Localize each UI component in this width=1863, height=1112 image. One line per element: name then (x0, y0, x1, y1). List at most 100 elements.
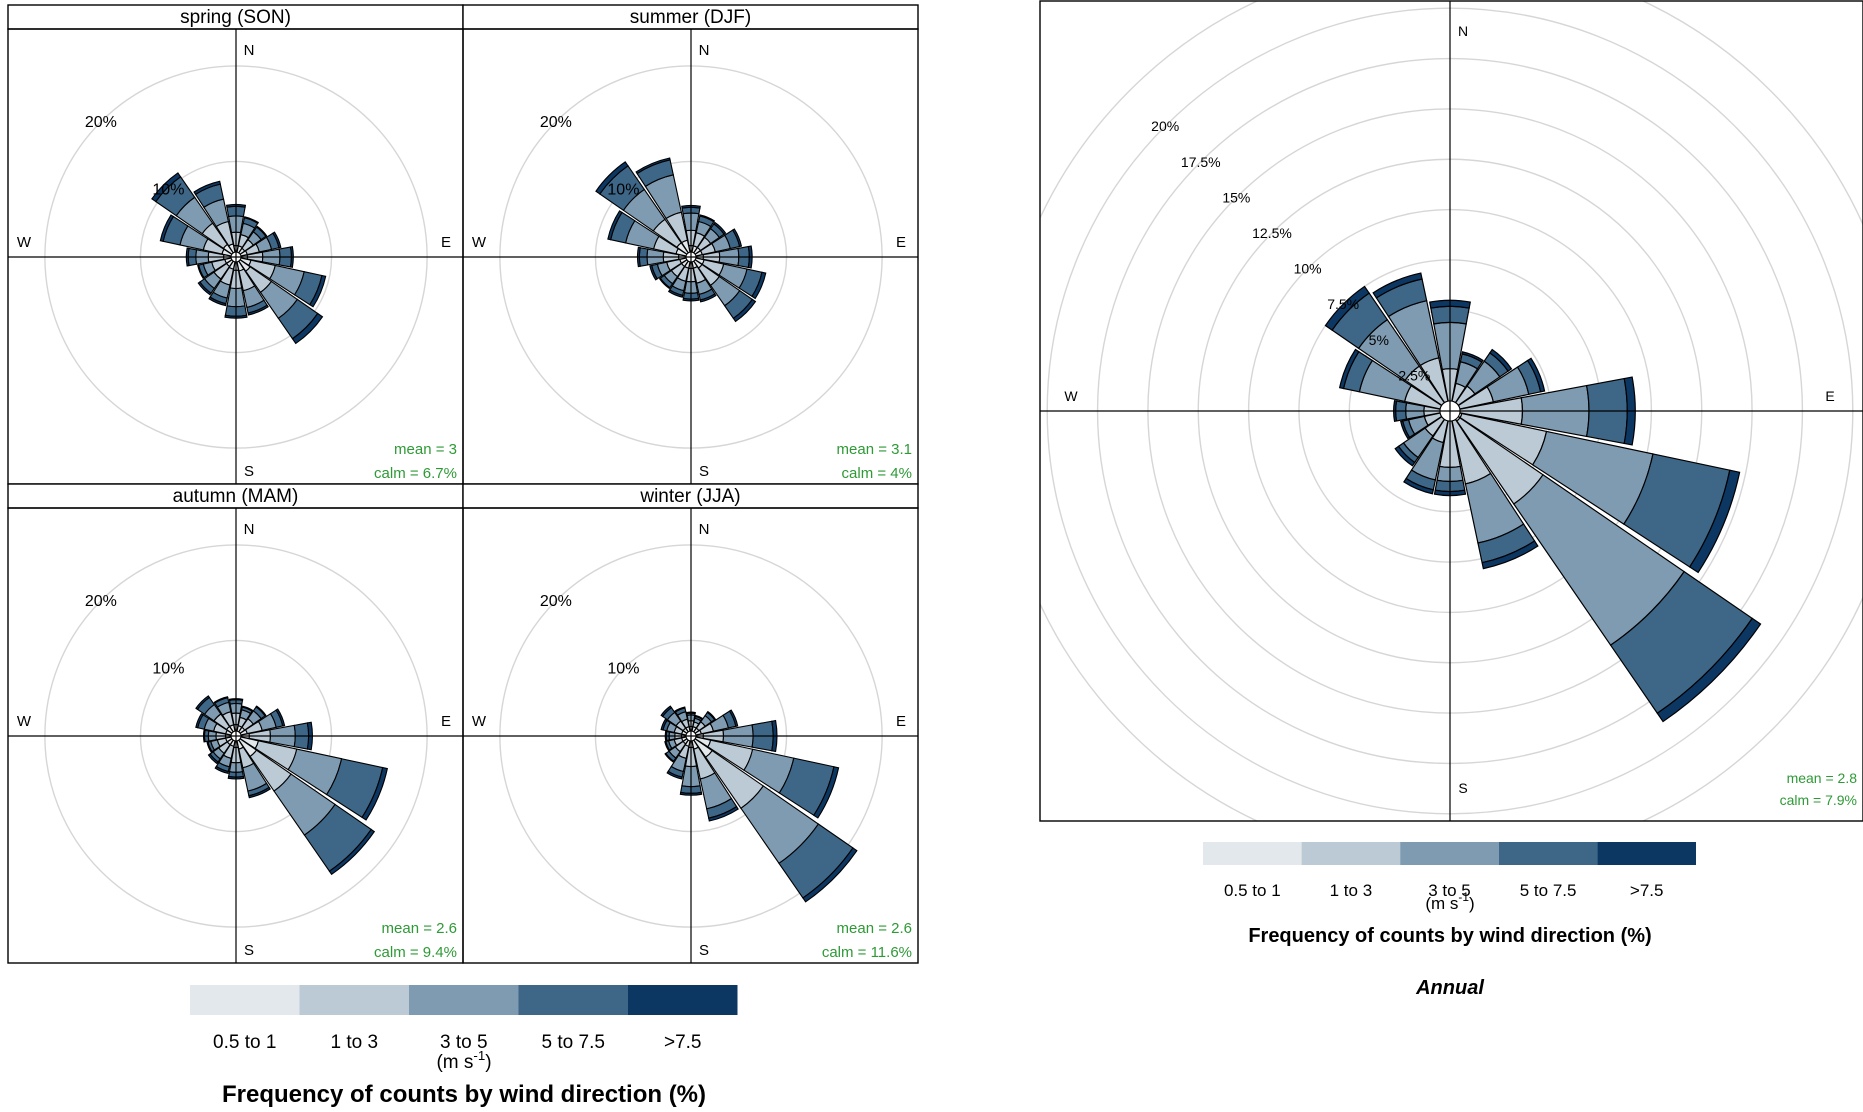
legend-label: 0.5 to 1 (213, 1032, 276, 1053)
panel-strip (7, 4, 464, 30)
rose-segment (667, 289, 684, 298)
ring-label: 20% (540, 593, 572, 610)
ring-label: 5% (1369, 332, 1389, 348)
panel-strip (7, 483, 464, 509)
rose-segment (195, 712, 204, 729)
west-label: W (472, 234, 487, 251)
legend-label: 1 to 3 (330, 1032, 378, 1053)
legend-swatch (1597, 842, 1696, 865)
ring-label: 17.5% (1181, 154, 1221, 170)
rose-segment (255, 705, 267, 717)
ring-label: 20% (540, 114, 572, 131)
rose-segment (328, 828, 376, 876)
calm-label: calm = 11.6% (822, 944, 912, 961)
rose-segment (664, 752, 675, 763)
rose-segment (664, 740, 671, 752)
rose-segment (674, 706, 686, 713)
rose-segment (1688, 469, 1741, 574)
legend-annual: 0.5 to 1 1 to 3 3 to 5 5 to 7.5 >7.5 (m s-1) F… (1203, 842, 1696, 947)
legend-label: >7.5 (1630, 881, 1664, 900)
mean-label: mean = 2.8 (1787, 770, 1858, 786)
rose-segment (151, 172, 182, 203)
legend-label: 5 to 7.5 (542, 1032, 605, 1053)
ring-label: 10% (1294, 261, 1322, 277)
south-label: S (699, 463, 709, 480)
ring-label: 15% (1222, 189, 1250, 205)
legend-title: Frequency of counts by wind direction (%… (1248, 925, 1651, 947)
rose-segment (1481, 540, 1539, 570)
north-label: N (699, 42, 710, 59)
rose-segment (197, 264, 205, 280)
mean-label: mean = 2.6 (382, 920, 457, 937)
rose-segment (660, 718, 668, 731)
rose-segment (666, 770, 683, 780)
unit-prefix: (m s (1425, 894, 1458, 913)
legend-swatch (1203, 842, 1302, 865)
unit-suffix: ) (1469, 894, 1475, 913)
legend-swatch (409, 985, 519, 1015)
calm-label: calm = 6.7% (374, 465, 457, 482)
rose-segment (660, 705, 673, 718)
ring-label: 20% (85, 593, 117, 610)
rose-segment (241, 705, 254, 712)
east-label: E (441, 713, 451, 730)
rose-segment (699, 214, 716, 223)
ring-label: 2.5% (1398, 367, 1430, 383)
rose-segment (247, 304, 269, 316)
legend-swatch (1301, 842, 1401, 865)
legend-label: >7.5 (664, 1032, 702, 1053)
rose-segment (1403, 477, 1435, 495)
legend-swatch (299, 985, 409, 1015)
rose-segment (699, 293, 717, 303)
rose-segment (649, 264, 659, 281)
panel-title: autumn (MAM) (173, 486, 299, 507)
legend-swatch (1498, 842, 1598, 865)
legend-swatch (628, 985, 738, 1015)
rose-segment (607, 210, 623, 241)
rose-segment (595, 161, 629, 195)
mean-label: mean = 2.6 (837, 920, 912, 937)
rose-segment (309, 274, 327, 308)
rose-segment (206, 741, 213, 753)
rose-segment (728, 709, 739, 728)
mean-label: mean = 3 (394, 441, 457, 458)
rose-segment (813, 766, 840, 819)
east-label: E (441, 234, 451, 251)
ring-label: 20% (85, 114, 117, 131)
rose-segment (214, 765, 230, 775)
rose-segment (291, 312, 324, 345)
west-label: W (17, 713, 32, 730)
unit-exponent: -1 (1458, 890, 1469, 904)
rose-segment (1461, 351, 1484, 363)
legend-swatch (518, 985, 628, 1015)
rose-segment (751, 271, 767, 300)
south-label: S (699, 942, 709, 959)
rose-segment (713, 221, 727, 235)
panel-frame (1039, 0, 1863, 822)
rose-segment (243, 216, 260, 225)
unit-prefix: (m s (436, 1052, 473, 1073)
unit-exponent: -1 (473, 1048, 485, 1063)
legend-unit: (m s-1) (1425, 890, 1474, 913)
ring-label: 12.5% (1252, 225, 1292, 241)
rose-segment (1400, 420, 1411, 440)
unit-suffix: ) (485, 1052, 491, 1073)
ring-label: 10% (152, 181, 184, 198)
west-label: W (472, 713, 487, 730)
ring-label: 10% (607, 181, 639, 198)
rose-segment (1656, 617, 1762, 723)
ring-label: 10% (607, 660, 639, 677)
rose-segment (272, 231, 282, 249)
rose-segment (197, 281, 212, 296)
panel-frame (462, 507, 919, 964)
rose-segment (159, 214, 175, 242)
rose-segment (732, 298, 757, 323)
rose-segment (658, 277, 671, 290)
legend-title: Frequency of counts by wind direction (%… (222, 1081, 706, 1108)
calm-label: calm = 9.4% (374, 944, 457, 961)
rose-segment (1526, 357, 1546, 393)
